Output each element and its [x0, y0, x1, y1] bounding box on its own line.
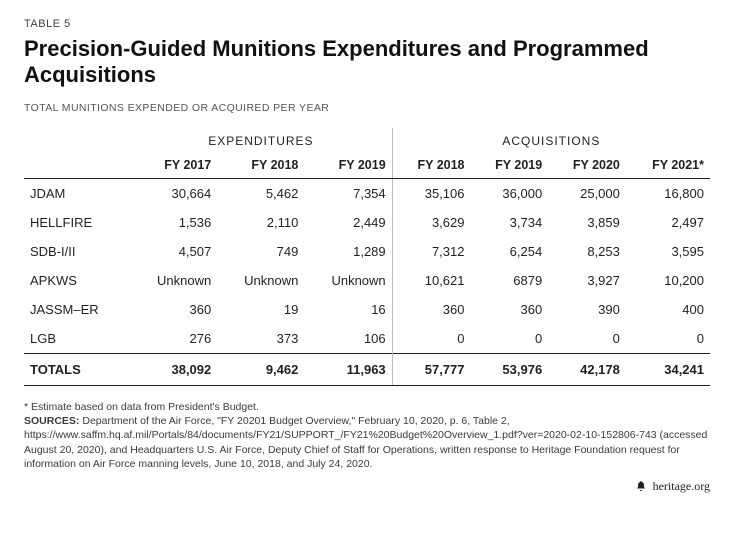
- brand-text: heritage.org: [653, 479, 710, 493]
- cell: 373: [217, 324, 304, 354]
- totals-cell: 57,777: [392, 354, 470, 386]
- cell: 360: [130, 295, 217, 324]
- cell: Unknown: [217, 266, 304, 295]
- cell: 276: [130, 324, 217, 354]
- table-row: LGB2763731060000: [24, 324, 710, 354]
- cell: 16: [304, 295, 392, 324]
- cell: 6,254: [471, 237, 549, 266]
- cell: 30,664: [130, 179, 217, 209]
- cell: 3,595: [626, 237, 710, 266]
- cell: 8,253: [548, 237, 626, 266]
- cell: 3,734: [471, 208, 549, 237]
- group-header-expenditures: EXPENDITURES: [130, 128, 392, 152]
- row-label: HELLFIRE: [24, 208, 130, 237]
- row-label: SDB-I/II: [24, 237, 130, 266]
- cell: 25,000: [548, 179, 626, 209]
- row-label: JDAM: [24, 179, 130, 209]
- row-label: LGB: [24, 324, 130, 354]
- totals-cell: 42,178: [548, 354, 626, 386]
- sources-text: Department of the Air Force, "FY 20201 B…: [24, 415, 707, 470]
- cell: 749: [217, 237, 304, 266]
- cell: 19: [217, 295, 304, 324]
- cell: 1,289: [304, 237, 392, 266]
- cell: 360: [392, 295, 470, 324]
- row-label: JASSM–ER: [24, 295, 130, 324]
- munitions-table: EXPENDITURES ACQUISITIONS FY 2017 FY 201…: [24, 128, 710, 386]
- footnote-block: * Estimate based on data from President'…: [24, 400, 710, 471]
- page-title: Precision-Guided Munitions Expenditures …: [24, 36, 710, 88]
- cell: 2,449: [304, 208, 392, 237]
- cell: 4,507: [130, 237, 217, 266]
- totals-cell: 53,976: [471, 354, 549, 386]
- totals-label: TOTALS: [24, 354, 130, 386]
- cell: 3,927: [548, 266, 626, 295]
- totals-cell: 34,241: [626, 354, 710, 386]
- cell: 16,800: [626, 179, 710, 209]
- subtitle: TOTAL MUNITIONS EXPENDED OR ACQUIRED PER…: [24, 102, 710, 114]
- cell: 5,462: [217, 179, 304, 209]
- cell: 2,110: [217, 208, 304, 237]
- brand: heritage.org: [24, 479, 710, 494]
- table-row: JDAM30,6645,4627,35435,10636,00025,00016…: [24, 179, 710, 209]
- cell: 6879: [471, 266, 549, 295]
- totals-cell: 11,963: [304, 354, 392, 386]
- cell: 390: [548, 295, 626, 324]
- cell: Unknown: [130, 266, 217, 295]
- table-row: HELLFIRE1,5362,1102,4493,6293,7343,8592,…: [24, 208, 710, 237]
- table-number: TABLE 5: [24, 18, 710, 30]
- totals-cell: 38,092: [130, 354, 217, 386]
- cell: 35,106: [392, 179, 470, 209]
- row-label-header: [24, 152, 130, 179]
- cell: 7,312: [392, 237, 470, 266]
- sources-label: SOURCES:: [24, 415, 79, 427]
- cell: 0: [548, 324, 626, 354]
- cell: 0: [626, 324, 710, 354]
- cell: 10,621: [392, 266, 470, 295]
- cell: 0: [392, 324, 470, 354]
- cell: 10,200: [626, 266, 710, 295]
- table-row: JASSM–ER3601916360360390400: [24, 295, 710, 324]
- year-header: FY 2019: [471, 152, 549, 179]
- cell: Unknown: [304, 266, 392, 295]
- totals-cell: 9,462: [217, 354, 304, 386]
- group-header-acquisitions: ACQUISITIONS: [392, 128, 710, 152]
- year-header: FY 2020: [548, 152, 626, 179]
- corner-blank: [24, 128, 130, 152]
- totals-row: TOTALS38,0929,46211,96357,77753,97642,17…: [24, 354, 710, 386]
- year-header: FY 2021*: [626, 152, 710, 179]
- cell: 360: [471, 295, 549, 324]
- cell: 400: [626, 295, 710, 324]
- year-header: FY 2018: [217, 152, 304, 179]
- table-row: APKWSUnknownUnknownUnknown10,62168793,92…: [24, 266, 710, 295]
- year-header: FY 2018: [392, 152, 470, 179]
- row-label: APKWS: [24, 266, 130, 295]
- cell: 3,859: [548, 208, 626, 237]
- cell: 2,497: [626, 208, 710, 237]
- cell: 7,354: [304, 179, 392, 209]
- cell: 0: [471, 324, 549, 354]
- cell: 3,629: [392, 208, 470, 237]
- year-header: FY 2019: [304, 152, 392, 179]
- bell-icon: [635, 479, 653, 493]
- cell: 36,000: [471, 179, 549, 209]
- footnote-estimate: * Estimate based on data from President'…: [24, 400, 710, 414]
- year-header: FY 2017: [130, 152, 217, 179]
- cell: 1,536: [130, 208, 217, 237]
- table-row: SDB-I/II4,5077491,2897,3126,2548,2533,59…: [24, 237, 710, 266]
- table-body: JDAM30,6645,4627,35435,10636,00025,00016…: [24, 179, 710, 386]
- cell: 106: [304, 324, 392, 354]
